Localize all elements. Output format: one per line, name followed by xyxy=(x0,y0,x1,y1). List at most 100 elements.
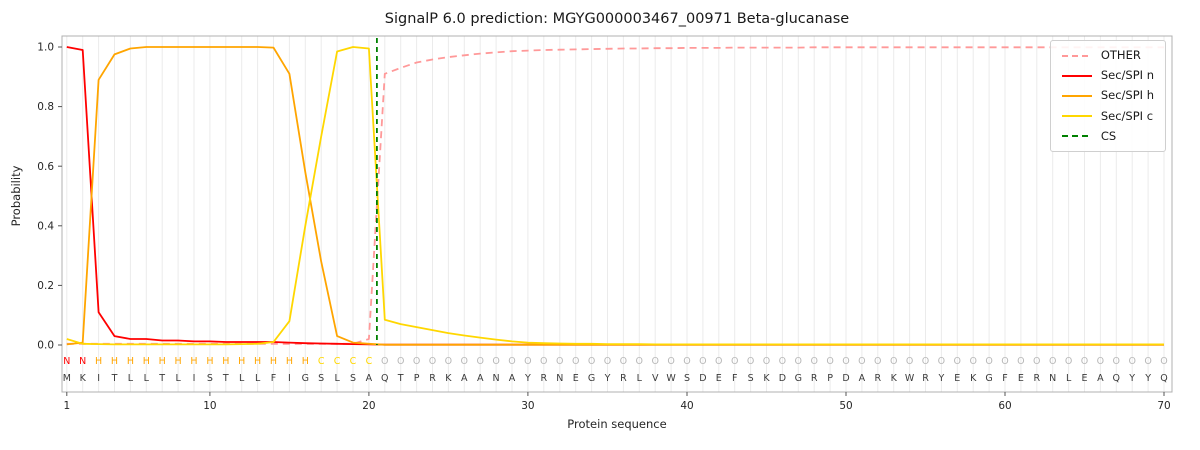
svg-text:L: L xyxy=(637,373,643,384)
svg-text:G: G xyxy=(795,373,802,384)
x-tick-labels: 1 10 20 30 40 50 60 70 xyxy=(63,392,1171,412)
svg-text:Y: Y xyxy=(937,373,944,384)
svg-text:10: 10 xyxy=(203,400,216,412)
svg-text:O: O xyxy=(588,356,595,367)
svg-text:20: 20 xyxy=(362,400,375,412)
svg-text:O: O xyxy=(461,356,468,367)
legend-item-sec-spi-h: Sec/SPI h xyxy=(1061,88,1154,103)
svg-text:D: D xyxy=(699,373,706,384)
svg-text:C: C xyxy=(334,356,341,367)
svg-text:L: L xyxy=(334,373,340,384)
svg-text:K: K xyxy=(891,373,898,384)
svg-text:R: R xyxy=(922,373,929,384)
svg-text:H: H xyxy=(270,356,277,367)
legend-label: OTHER xyxy=(1100,48,1141,62)
svg-text:A: A xyxy=(366,373,373,384)
gridlines xyxy=(66,36,1165,392)
svg-text:K: K xyxy=(80,373,87,384)
svg-text:O: O xyxy=(397,356,404,367)
svg-text:R: R xyxy=(1033,373,1040,384)
svg-text:H: H xyxy=(222,356,229,367)
svg-text:A: A xyxy=(1097,373,1104,384)
svg-text:1: 1 xyxy=(63,400,70,412)
svg-text:G: G xyxy=(985,373,992,384)
svg-text:Q: Q xyxy=(1113,373,1120,384)
svg-text:O: O xyxy=(492,356,499,367)
svg-text:N: N xyxy=(493,373,500,384)
svg-text:O: O xyxy=(381,356,388,367)
svg-text:A: A xyxy=(461,373,468,384)
chart-title: SignalP 6.0 prediction: MGYG000003467_00… xyxy=(384,11,850,27)
svg-text:O: O xyxy=(429,356,436,367)
legend-label: Sec/SPI h xyxy=(1100,88,1154,103)
svg-text:L: L xyxy=(175,373,181,384)
svg-text:0.8: 0.8 xyxy=(37,101,54,113)
svg-text:H: H xyxy=(95,356,102,367)
svg-text:O: O xyxy=(842,356,849,367)
svg-text:S: S xyxy=(350,373,356,384)
svg-text:O: O xyxy=(874,356,881,367)
svg-text:H: H xyxy=(143,356,150,367)
svg-text:K: K xyxy=(970,373,977,384)
svg-text:F: F xyxy=(732,373,737,384)
series-line-sec-spi-n xyxy=(66,46,1164,346)
svg-text:O: O xyxy=(636,356,643,367)
svg-text:Y: Y xyxy=(1144,373,1151,384)
svg-text:T: T xyxy=(111,373,118,384)
svg-text:K: K xyxy=(763,373,770,384)
svg-text:D: D xyxy=(842,373,849,384)
svg-text:O: O xyxy=(985,356,992,367)
legend-item-sec-spi-c: Sec/SPI c xyxy=(1061,109,1154,123)
svg-text:O: O xyxy=(858,356,865,367)
svg-text:O: O xyxy=(890,356,897,367)
svg-text:O: O xyxy=(540,356,547,367)
svg-text:O: O xyxy=(922,356,929,367)
svg-text:H: H xyxy=(254,356,261,367)
svg-text:S: S xyxy=(748,373,754,384)
plot-frame xyxy=(61,35,1173,393)
svg-text:G: G xyxy=(588,373,595,384)
svg-text:O: O xyxy=(747,356,754,367)
legend-box: OTHER Sec/SPI n Sec/SPI h Sec/SPI c CS xyxy=(1049,40,1166,153)
svg-text:S: S xyxy=(207,373,213,384)
svg-text:K: K xyxy=(445,373,452,384)
svg-text:A: A xyxy=(509,373,516,384)
svg-text:O: O xyxy=(731,356,738,367)
svg-text:R: R xyxy=(874,373,881,384)
svg-text:C: C xyxy=(366,356,373,367)
svg-text:D: D xyxy=(779,373,786,384)
svg-text:H: H xyxy=(127,356,134,367)
svg-text:T: T xyxy=(222,373,229,384)
svg-text:O: O xyxy=(1081,356,1088,367)
legend-swatch-solid-line xyxy=(1061,74,1092,77)
svg-text:I: I xyxy=(288,373,291,384)
svg-text:1.0: 1.0 xyxy=(37,42,54,54)
svg-text:N: N xyxy=(63,356,70,367)
svg-text:O: O xyxy=(445,356,452,367)
svg-text:P: P xyxy=(827,373,833,384)
svg-text:W: W xyxy=(666,373,676,384)
svg-text:N: N xyxy=(79,356,86,367)
svg-text:R: R xyxy=(811,373,818,384)
svg-text:L: L xyxy=(255,373,261,384)
svg-text:A: A xyxy=(859,373,866,384)
svg-text:O: O xyxy=(763,356,770,367)
svg-text:A: A xyxy=(477,373,484,384)
legend-item-cs: CS xyxy=(1061,129,1154,143)
svg-text:O: O xyxy=(715,356,722,367)
svg-text:R: R xyxy=(429,373,436,384)
legend-item-other: OTHER xyxy=(1061,48,1154,62)
y-tick-labels: 0.0 0.2 0.4 0.6 0.8 1.0 xyxy=(37,42,62,352)
svg-text:W: W xyxy=(905,373,915,384)
svg-text:O: O xyxy=(1033,356,1040,367)
svg-text:E: E xyxy=(1018,373,1024,384)
svg-text:E: E xyxy=(954,373,960,384)
legend-item-sec-spi-n: Sec/SPI n xyxy=(1061,68,1154,82)
svg-text:Y: Y xyxy=(1128,373,1135,384)
svg-text:G: G xyxy=(302,373,309,384)
svg-text:S: S xyxy=(684,373,690,384)
svg-text:Q: Q xyxy=(1160,373,1167,384)
series-line-sec-spi-h xyxy=(66,46,1164,346)
